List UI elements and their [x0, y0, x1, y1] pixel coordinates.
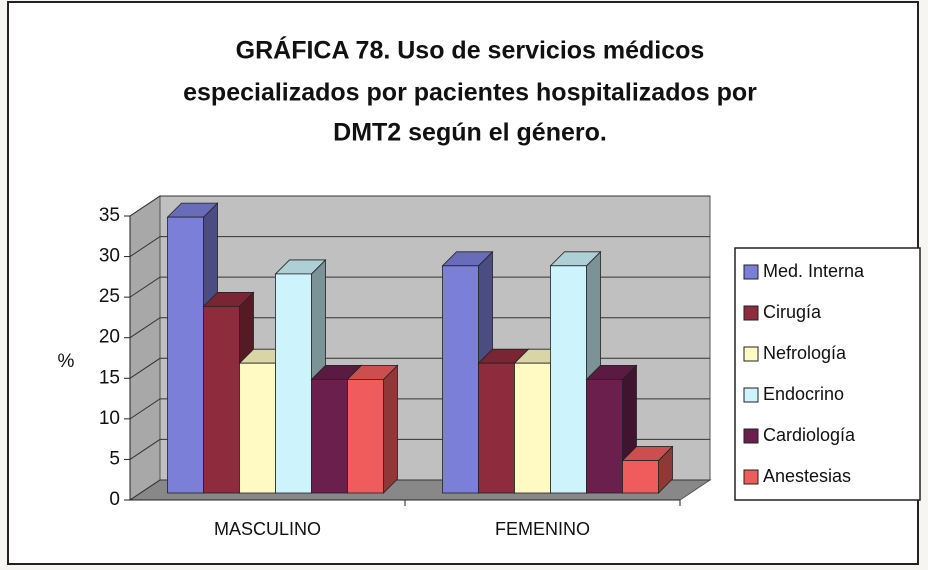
legend-swatch: [743, 428, 759, 444]
bar: [514, 362, 551, 494]
bar: [550, 265, 587, 494]
y-tick-label: 25: [99, 286, 120, 307]
legend-label: Anestesias: [763, 466, 851, 486]
y-tick-label: 15: [99, 367, 120, 388]
bar: [478, 362, 515, 494]
bar: [167, 216, 204, 494]
legend-swatch: [743, 305, 759, 321]
y-tick-label: 30: [99, 246, 120, 267]
x-tick-label: MASCULINO: [214, 519, 321, 539]
y-axis-label: %: [58, 351, 75, 372]
y-tick-label: 5: [109, 448, 120, 469]
legend-label: Med. Interna: [763, 261, 865, 281]
bar: [622, 460, 659, 494]
grid-line: [129, 276, 710, 298]
bar: [586, 378, 623, 494]
bar: [311, 378, 348, 494]
bar: [239, 362, 276, 494]
bar: [203, 305, 240, 494]
bar: [347, 378, 384, 494]
legend-label: Cardiología: [763, 425, 856, 445]
x-tick-label: FEMENINO: [495, 519, 590, 539]
y-tick-label: 0: [109, 489, 120, 510]
chart-title: especializados por pacientes hospitaliza…: [183, 79, 757, 107]
legend-label: Nefrología: [763, 343, 847, 363]
side-wall: [129, 195, 161, 501]
legend-swatch: [743, 264, 759, 280]
y-tick-label: 20: [99, 327, 120, 348]
legend-swatch: [743, 469, 759, 485]
bar: [442, 265, 479, 494]
bar-side: [383, 364, 398, 494]
y-tick-label: 35: [99, 205, 120, 226]
legend-label: Endocrino: [763, 384, 844, 404]
bar: [275, 273, 312, 494]
legend-swatch: [743, 387, 759, 403]
grid-line: [129, 236, 710, 257]
grid-line: [129, 317, 710, 339]
legend-box: [734, 247, 921, 501]
legend-swatch: [743, 346, 759, 362]
legend-label: Cirugía: [763, 302, 822, 322]
grid-line: [129, 195, 710, 217]
chart-title: GRÁFICA 78. Uso de servicios médicos: [236, 36, 705, 65]
y-tick-label: 10: [99, 408, 120, 429]
chart-title: DMT2 según el género.: [333, 119, 607, 147]
